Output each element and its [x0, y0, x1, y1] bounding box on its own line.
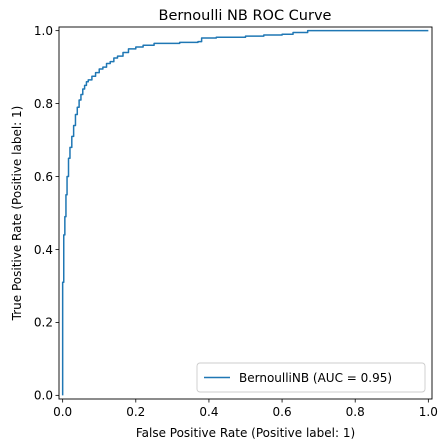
y-tick-label: 0.0 [34, 389, 53, 403]
plot-frame [58, 26, 433, 400]
x-tick-label: 0.0 [53, 405, 72, 419]
x-tick-label: 0.6 [273, 405, 292, 419]
y-tick-label: 0.4 [34, 243, 53, 257]
plot-area [61, 29, 429, 396]
legend-box [196, 362, 426, 393]
legend-entry-label: BernoulliNB (AUC = 0.95) [239, 371, 392, 385]
legend: BernoulliNB (AUC = 0.95) [196, 362, 426, 393]
x-axis-label: False Positive Rate (Positive label: 1) [136, 426, 355, 440]
y-tick-label: 0.2 [34, 316, 53, 330]
y-tick-label: 0.8 [34, 97, 53, 111]
roc-curve-line [61, 29, 429, 396]
y-axis-ticks: 0.0 0.2 0.4 0.6 0.8 1.0 [34, 24, 59, 403]
x-tick-label: 0.4 [199, 405, 218, 419]
y-tick-label: 1.0 [34, 24, 53, 38]
x-tick-label: 0.2 [126, 405, 145, 419]
x-tick-label: 1.0 [419, 405, 438, 419]
x-tick-label: 0.8 [346, 405, 365, 419]
x-axis-ticks: 0.0 0.2 0.4 0.6 0.8 1.0 [53, 399, 438, 419]
chart-title: Bernoulli NB ROC Curve [159, 8, 332, 24]
y-axis-label: True Positive Rate (Positive label: 1) [10, 106, 24, 322]
y-tick-label: 0.6 [34, 170, 53, 184]
